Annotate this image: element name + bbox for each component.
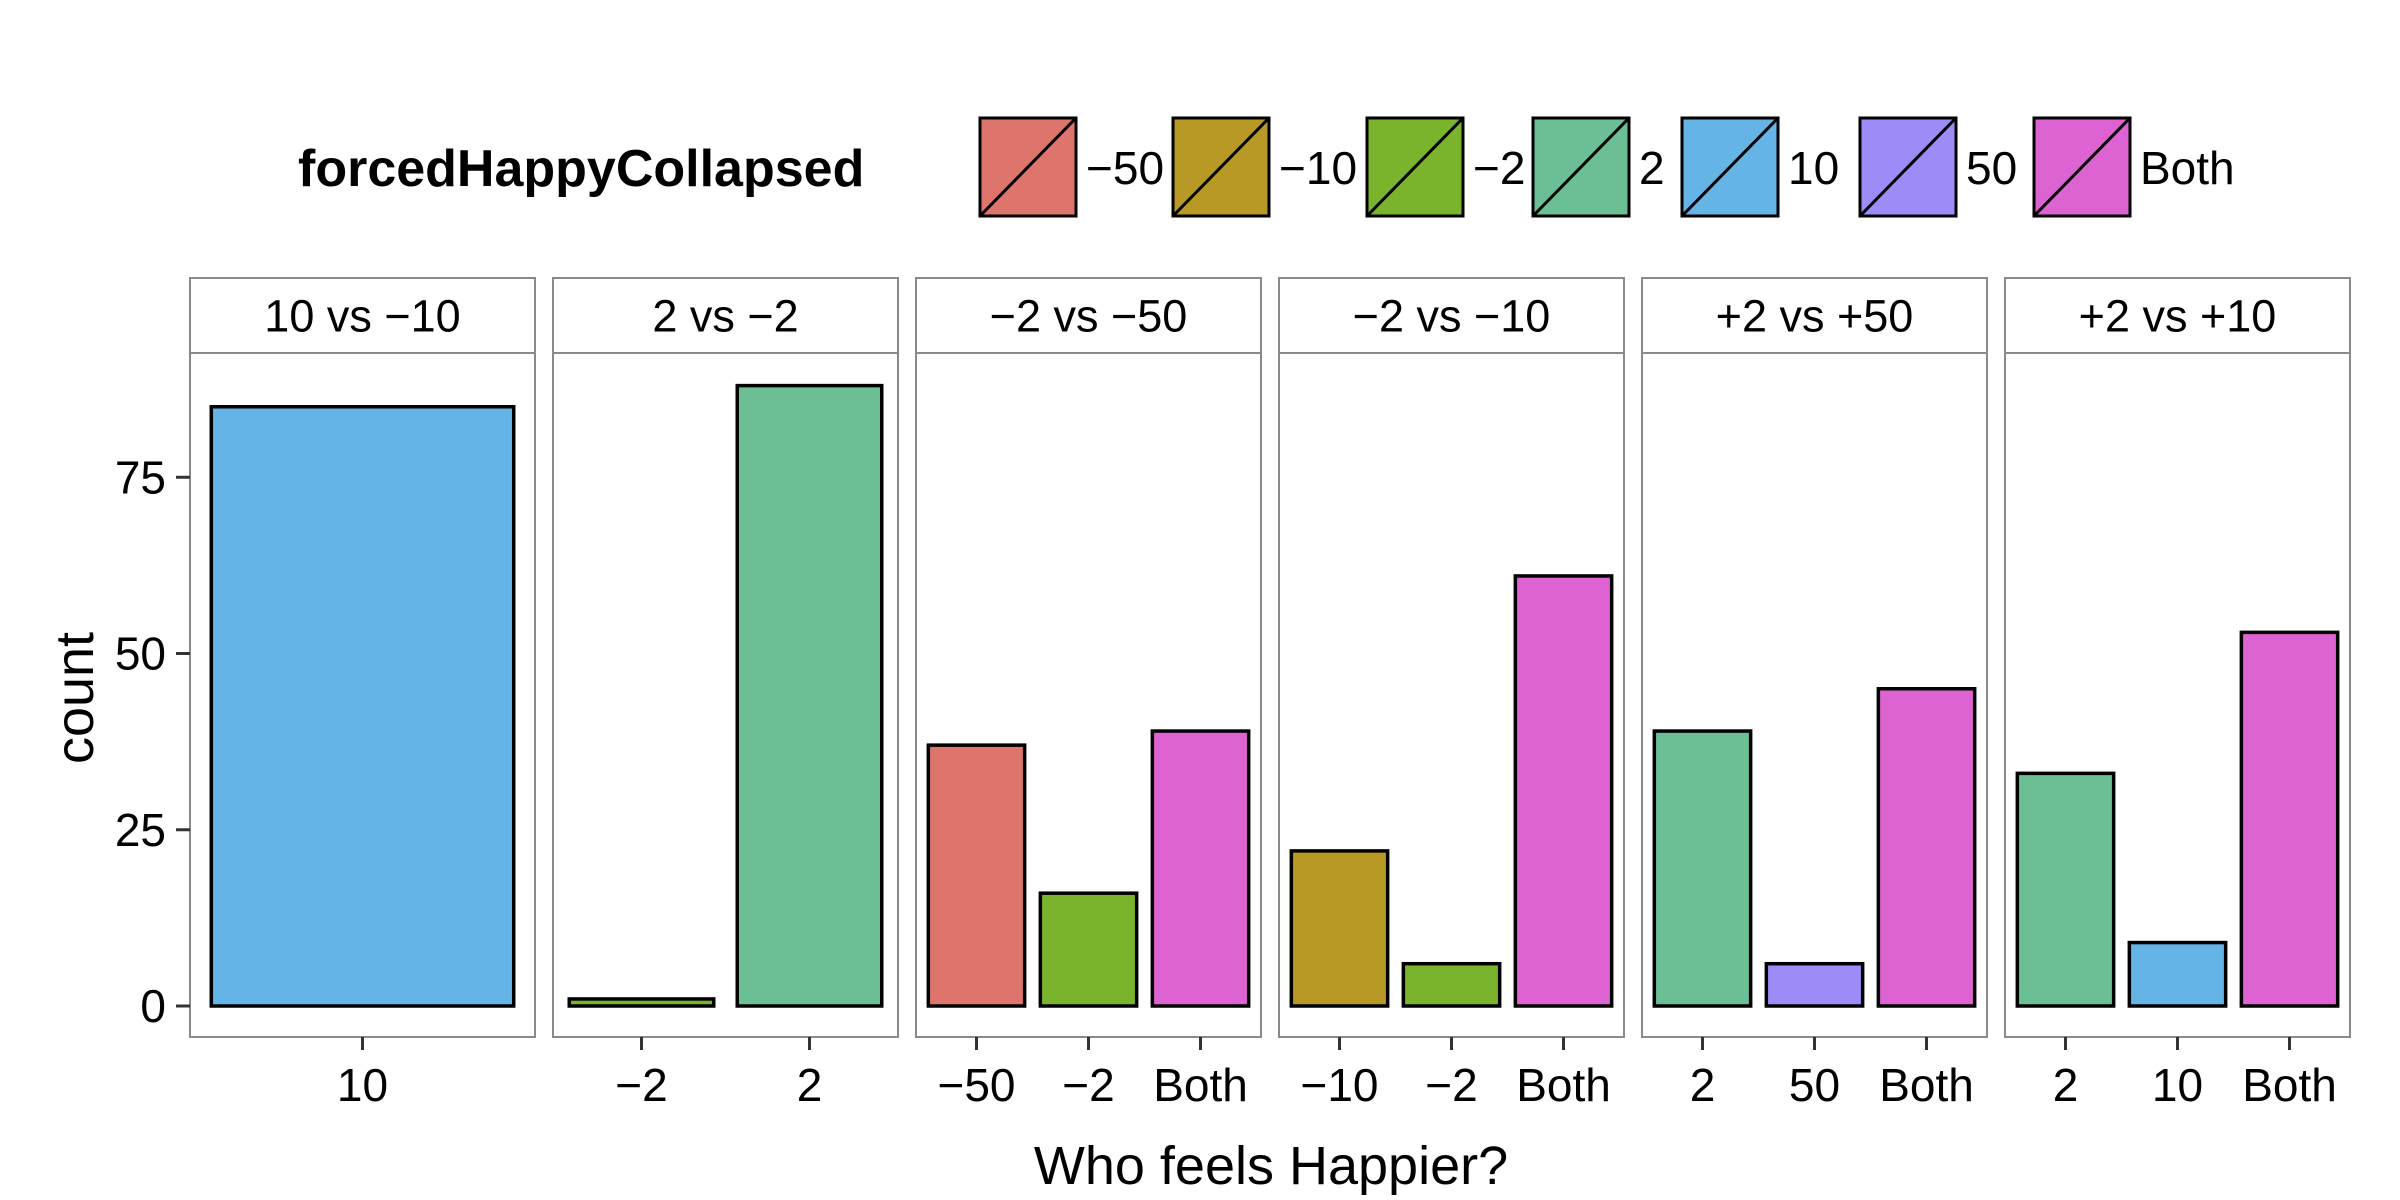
x-tick-label: Both bbox=[1153, 1059, 1248, 1111]
x-tick-label: 2 bbox=[797, 1059, 823, 1111]
legend-label: −2 bbox=[1473, 142, 1525, 194]
legend-key-diagonal bbox=[1365, 116, 1465, 218]
x-tick-label: 10 bbox=[337, 1059, 388, 1111]
bar bbox=[567, 997, 716, 1008]
bar bbox=[1876, 687, 1977, 1008]
legend-label: −50 bbox=[1086, 142, 1164, 194]
x-tick-label: 10 bbox=[2152, 1059, 2203, 1111]
legend-label: 10 bbox=[1788, 142, 1839, 194]
x-tick-label: Both bbox=[2242, 1059, 2337, 1111]
y-tick-label: 50 bbox=[115, 628, 166, 680]
y-axis-title: count bbox=[45, 632, 105, 764]
x-tick-label: −10 bbox=[1300, 1059, 1378, 1111]
legend-key-diagonal bbox=[1531, 116, 1631, 218]
bar bbox=[2127, 940, 2228, 1008]
legend-label: 2 bbox=[1639, 142, 1665, 194]
x-tick-label: Both bbox=[1879, 1059, 1974, 1111]
x-tick-label: −50 bbox=[937, 1059, 1015, 1111]
bar bbox=[1764, 961, 1865, 1008]
x-tick-label: Both bbox=[1516, 1059, 1611, 1111]
y-tick-label: 75 bbox=[115, 451, 166, 503]
x-tick-label: 2 bbox=[2053, 1059, 2079, 1111]
x-tick-label: 2 bbox=[1690, 1059, 1716, 1111]
bar bbox=[1150, 729, 1251, 1008]
legend: forcedHappyCollapsed −50 −10 −2 2 10 50 Both bbox=[298, 116, 2235, 218]
x-tick-label: −2 bbox=[1062, 1059, 1114, 1111]
legend-key-diagonal bbox=[2032, 116, 2132, 218]
legend-key-diagonal bbox=[978, 116, 1078, 218]
facet-strip bbox=[2004, 277, 2351, 354]
bar bbox=[926, 743, 1027, 1008]
legend-key-diagonal bbox=[1171, 116, 1271, 218]
facet-panel: −2 vs −10 −10 −2 Both bbox=[1278, 277, 1625, 1111]
bar bbox=[735, 383, 884, 1008]
facet-panel: 10 vs −10 10 bbox=[189, 277, 536, 1111]
facet-panel: +2 vs +50 2 50 Both bbox=[1641, 277, 1988, 1111]
legend-label: 50 bbox=[1966, 142, 2017, 194]
bar bbox=[1038, 891, 1139, 1008]
legend-key-diagonal bbox=[1680, 116, 1780, 218]
bar bbox=[2015, 771, 2116, 1008]
facet-strip bbox=[552, 277, 899, 354]
facet-strip-label: 10 vs −10 bbox=[264, 291, 460, 342]
facet-strip-label: +2 vs +50 bbox=[1716, 291, 1914, 342]
facet-strip bbox=[189, 277, 536, 354]
x-tick-label: 50 bbox=[1789, 1059, 1840, 1111]
bar bbox=[2239, 630, 2340, 1008]
legend-title: forcedHappyCollapsed bbox=[298, 140, 864, 198]
x-axis-title: Who feels Happier? bbox=[1034, 1136, 1508, 1196]
x-tick-label: −2 bbox=[1425, 1059, 1477, 1111]
facet-panel: +2 vs +10 2 10 Both bbox=[2004, 277, 2351, 1111]
facet-panel: 2 vs −2 −2 2 bbox=[552, 277, 899, 1111]
facet-strip bbox=[915, 277, 1262, 354]
bar bbox=[1289, 849, 1390, 1008]
legend-key-diagonal bbox=[1858, 116, 1958, 218]
x-tick-label: −2 bbox=[615, 1059, 667, 1111]
facet-strip-label: −2 vs −50 bbox=[990, 291, 1188, 342]
facet-strip bbox=[1278, 277, 1625, 354]
facet-panel: −2 vs −50 −50 −2 Both bbox=[915, 277, 1262, 1111]
facet-strip-label: −2 vs −10 bbox=[1353, 291, 1551, 342]
facet-strip-label: +2 vs +10 bbox=[2079, 291, 2277, 342]
y-axis: 0 25 50 75 bbox=[115, 451, 190, 1032]
legend-label: −10 bbox=[1279, 142, 1357, 194]
y-tick-label: 0 bbox=[140, 980, 166, 1032]
bar bbox=[209, 405, 516, 1008]
legend-label: Both bbox=[2140, 142, 2235, 194]
bar bbox=[1401, 961, 1502, 1008]
bar bbox=[1513, 574, 1614, 1008]
facet-strip-label: 2 vs −2 bbox=[652, 291, 798, 342]
bar bbox=[1652, 729, 1753, 1008]
y-tick-label: 25 bbox=[115, 804, 166, 856]
facet-strip bbox=[1641, 277, 1988, 354]
